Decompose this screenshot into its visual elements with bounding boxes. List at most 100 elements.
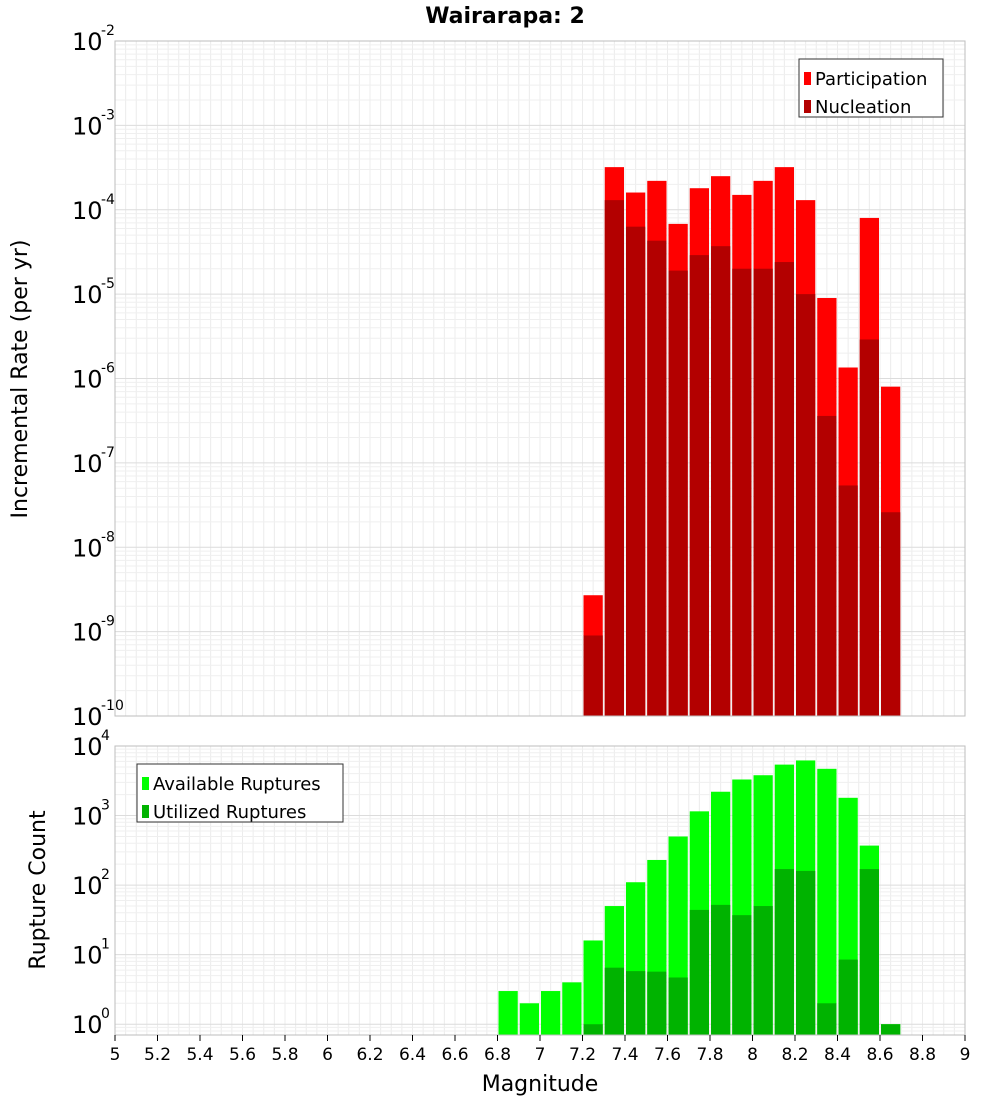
x-tick-label: 8.2 (781, 1045, 808, 1065)
legend-swatch-nucleation (804, 100, 811, 113)
bar-available-ruptures (519, 1003, 539, 1035)
rate-y-axis-label: Incremental Rate (per yr) (8, 240, 33, 519)
y-tick-exponent: -8 (101, 529, 115, 545)
x-tick-label: 8 (747, 1045, 758, 1065)
x-axis-label: Magnitude (482, 1072, 599, 1097)
count-legend: Available Ruptures Utilized Ruptures (136, 763, 344, 823)
legend-box (136, 763, 344, 823)
bar-utilized-ruptures (774, 869, 794, 1035)
y-tick-label: 10 (72, 366, 103, 394)
bar-nucleation (796, 294, 816, 716)
y-tick-label: 10 (72, 112, 103, 140)
bar-utilized-ruptures (647, 971, 667, 1035)
legend-label: Participation (815, 69, 927, 90)
rate-plot-frame (114, 40, 966, 717)
y-tick-exponent: -7 (101, 445, 115, 461)
bar-utilized-ruptures (881, 1024, 901, 1035)
y-tick-exponent: -10 (101, 698, 124, 714)
x-tick-label: 6.2 (356, 1045, 383, 1065)
x-tick-label: 7.2 (569, 1045, 596, 1065)
legend-swatch-utilized-ruptures (142, 805, 149, 818)
bar-utilized-ruptures (838, 959, 858, 1035)
y-tick-exponent: 1 (101, 937, 110, 953)
count-y-axis-label: Rupture Count (26, 810, 51, 970)
bar-nucleation (838, 485, 858, 716)
bar-nucleation (881, 512, 901, 716)
bar-nucleation (647, 240, 667, 717)
y-tick-exponent: -3 (101, 107, 115, 123)
x-tick-label: 6 (322, 1045, 333, 1065)
x-tick-label: 8.6 (866, 1045, 893, 1065)
bar-nucleation (774, 262, 794, 716)
x-axis-ticks: 5 5.2 5.4 5.6 5.8 6 6.2 6.4 6.6 6.8 7 7.2 7.4 7.6 7.8 8… (110, 1035, 971, 1065)
x-tick-label: 5.6 (229, 1045, 256, 1065)
y-tick-label: 10 (72, 942, 103, 970)
y-tick-label: 10 (72, 733, 103, 761)
bar-utilized-ruptures (689, 909, 709, 1035)
y-tick-exponent: 3 (101, 798, 110, 814)
rate-gridlines (114, 40, 966, 717)
bar-utilized-ruptures (711, 904, 731, 1035)
bar-nucleation (711, 246, 731, 716)
bar-nucleation (732, 268, 752, 716)
bar-utilized-ruptures (732, 915, 752, 1035)
x-tick-label: 5.2 (144, 1045, 171, 1065)
chart-title: Wairarapa: 2 (425, 4, 585, 29)
bar-utilized-ruptures (817, 1003, 837, 1035)
count-bars (498, 760, 901, 1035)
x-tick-label: 8.8 (909, 1045, 936, 1065)
bar-available-ruptures (562, 982, 582, 1035)
legend-swatch-participation (804, 72, 811, 85)
bar-nucleation (604, 200, 624, 716)
bar-nucleation (859, 339, 879, 716)
bar-utilized-ruptures (583, 1024, 603, 1035)
rate-legend: Participation Nucleation (798, 58, 944, 118)
legend-label: Available Ruptures (153, 774, 321, 795)
bar-nucleation (668, 270, 688, 716)
y-tick-label: 10 (72, 28, 103, 56)
legend-swatch-available-ruptures (142, 777, 149, 790)
x-tick-label: 9 (960, 1045, 971, 1065)
bar-nucleation (583, 635, 603, 716)
legend-box (798, 58, 944, 118)
rate-y-ticks: 10-210-310-410-510-610-710-810-910-10 (72, 23, 124, 731)
x-tick-label: 6.4 (399, 1045, 426, 1065)
bar-nucleation (817, 415, 837, 716)
x-tick-label: 7.6 (654, 1045, 681, 1065)
y-tick-label: 10 (72, 1011, 103, 1039)
y-tick-exponent: -6 (101, 361, 115, 377)
bar-available-ruptures (583, 940, 603, 1035)
rate-bars (583, 167, 901, 717)
y-tick-exponent: 4 (101, 728, 110, 744)
y-tick-exponent: -2 (101, 23, 115, 39)
bar-available-ruptures (498, 991, 518, 1035)
x-tick-label: 6.8 (484, 1045, 511, 1065)
y-tick-label: 10 (72, 450, 103, 478)
x-tick-label: 8.4 (824, 1045, 851, 1065)
y-tick-exponent: 0 (101, 1006, 110, 1022)
x-tick-label: 7 (535, 1045, 546, 1065)
bar-nucleation (689, 255, 709, 716)
y-tick-label: 10 (72, 281, 103, 309)
x-tick-label: 5 (110, 1045, 121, 1065)
y-tick-label: 10 (72, 872, 103, 900)
y-tick-label: 10 (72, 197, 103, 225)
bar-nucleation (753, 268, 773, 716)
y-tick-exponent: -9 (101, 614, 115, 630)
bar-utilized-ruptures (753, 906, 773, 1035)
bar-available-ruptures (541, 991, 561, 1035)
y-tick-label: 10 (72, 534, 103, 562)
bar-utilized-ruptures (796, 870, 816, 1035)
y-tick-exponent: -5 (101, 276, 115, 292)
bar-utilized-ruptures (668, 977, 688, 1035)
legend-label: Utilized Ruptures (153, 802, 306, 823)
y-tick-label: 10 (72, 619, 103, 647)
x-tick-label: 7.4 (611, 1045, 638, 1065)
y-tick-exponent: 2 (101, 867, 110, 883)
x-tick-label: 6.6 (441, 1045, 468, 1065)
y-tick-label: 10 (72, 803, 103, 831)
x-tick-label: 5.4 (186, 1045, 213, 1065)
bar-utilized-ruptures (604, 967, 624, 1035)
